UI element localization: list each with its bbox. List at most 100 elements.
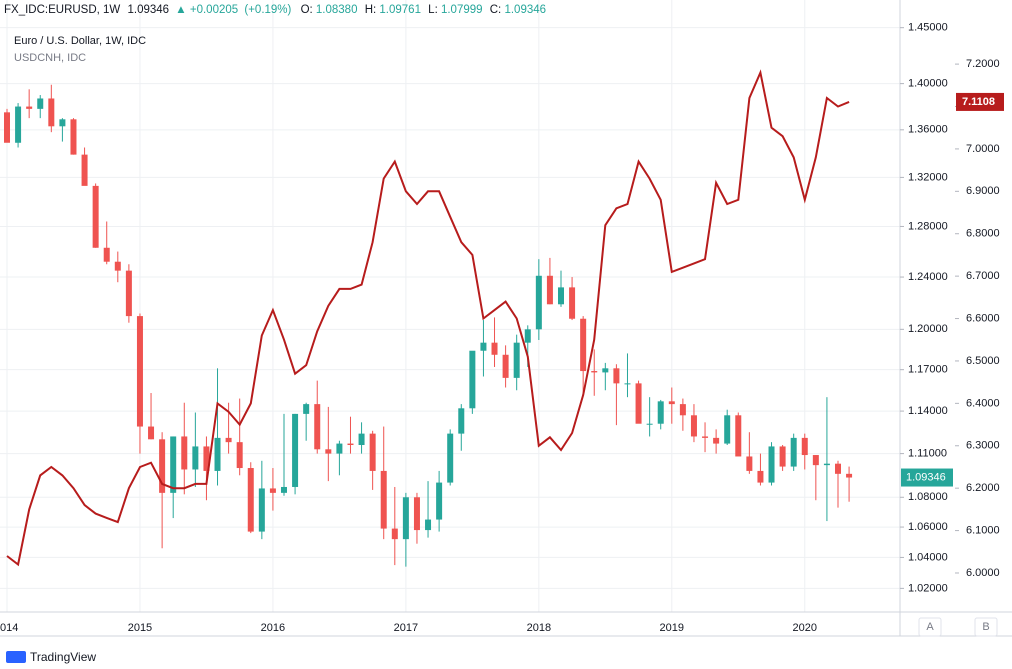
y2-tick-label: 6.3000 [966, 440, 1000, 452]
candle-body [835, 463, 841, 474]
candle-body [823, 463, 830, 466]
ohlc-value: 1.09346 [504, 4, 546, 16]
candle-body [325, 449, 332, 454]
y-tick-label: 1.17000 [908, 364, 948, 376]
y2-tick-label: 6.8000 [966, 228, 1000, 240]
candle-body [447, 433, 454, 483]
candle-body [391, 528, 398, 540]
candle-body [59, 119, 66, 127]
candle-body [48, 98, 55, 127]
ohlc-value: 1.09761 [379, 4, 421, 16]
candle-body [690, 415, 697, 437]
candle-body [258, 488, 265, 532]
y2-tick-label: 6.4000 [966, 397, 1000, 409]
candle-body [724, 415, 731, 444]
change-pct: (+0.19%) [244, 4, 291, 16]
candle-body [812, 455, 819, 466]
y2-tick-label: 6.6000 [966, 312, 1000, 324]
ohlc-label: C: [490, 4, 502, 16]
grid [0, 0, 900, 612]
candle-body [646, 423, 653, 425]
candle-body [236, 442, 243, 469]
x-tick-label: 2018 [527, 622, 551, 634]
axis-button[interactable] [974, 617, 998, 637]
candle-body [480, 342, 487, 351]
arrow: ▲ [175, 4, 186, 16]
axis-button-label[interactable]: B [982, 621, 989, 633]
legend-entry: Euro / U.S. Dollar, 1W, IDC [14, 35, 146, 47]
candle-body [192, 446, 199, 470]
ohlc-label: O: [301, 4, 313, 16]
y-tick-label: 1.32000 [908, 171, 948, 183]
candle-body [657, 401, 664, 424]
candle-body [269, 488, 276, 493]
change: +0.00205 [190, 4, 238, 16]
candle-body [746, 456, 753, 471]
candle-body [125, 270, 132, 317]
candle-body [535, 275, 542, 330]
y-tick-label: 1.04000 [908, 551, 948, 563]
candle-body [602, 368, 609, 373]
axis-button-label[interactable]: A [926, 621, 934, 633]
candle-body [801, 437, 808, 456]
candle-body [425, 519, 432, 531]
price-tag-label: 7.1108 [962, 96, 995, 108]
y-tick-label: 1.06000 [908, 521, 948, 533]
candle-body [635, 383, 642, 424]
candle-body [292, 413, 299, 487]
legend-entry: USDCNH, IDC [14, 52, 86, 64]
candle-body [281, 486, 287, 493]
x-tick-label: 2020 [793, 622, 817, 634]
candle-body [569, 287, 576, 319]
ohlc-label: L: [428, 4, 438, 16]
candle-body [70, 119, 77, 155]
candle-body [314, 404, 321, 450]
candle-body [225, 437, 232, 443]
candle-body [114, 261, 121, 271]
candle-body [380, 470, 387, 529]
candle-body [148, 426, 155, 440]
candle-body [846, 473, 853, 478]
candle-body [580, 318, 587, 372]
brand-name[interactable]: TradingView [30, 650, 96, 664]
y-tick-label: 1.36000 [908, 124, 948, 136]
candle-body [524, 329, 531, 343]
candle-body [790, 437, 797, 467]
candle-body [735, 415, 742, 457]
y-tick-label: 1.24000 [908, 271, 948, 283]
candle-body [546, 275, 553, 305]
ohlc-value: 1.07999 [441, 4, 483, 16]
y2-tick-label: 6.5000 [966, 355, 1000, 367]
candle-body [347, 443, 354, 446]
candle-body [136, 316, 143, 427]
candle-body [458, 408, 465, 434]
candle-body [491, 342, 498, 355]
candle-body [170, 436, 177, 493]
candle-body [624, 383, 631, 385]
candle-body [303, 404, 310, 414]
candle-body [768, 446, 775, 483]
candle-body [369, 433, 376, 471]
axis-button[interactable] [918, 617, 942, 637]
price-tag [901, 468, 953, 487]
candle-body [92, 185, 99, 248]
candle-body [436, 482, 443, 520]
candle-body [247, 468, 254, 532]
axes: 1.02000 1.04000 1.06000 1.08000 1.11000 1.140… [0, 22, 1004, 637]
header: FX_IDC:EURUSD, 1W 1.09346 ▲ +0.00205 (+0… [4, 4, 546, 16]
y2-tick-label: 6.2000 [966, 482, 1000, 494]
candle-body [402, 497, 409, 540]
candle-body [779, 446, 786, 467]
candle-body [702, 436, 709, 438]
y2-tick-label: 7.0000 [966, 143, 1000, 155]
y-tick-label: 1.28000 [908, 220, 948, 232]
candle-body [159, 439, 166, 493]
candle-body [37, 98, 44, 109]
line-series [6, 69, 850, 567]
candle-body [613, 368, 620, 384]
candle-body [336, 443, 343, 454]
last-price: 1.09346 [128, 4, 170, 16]
brand[interactable]: TradingView [6, 650, 96, 664]
y-tick-label: 1.08000 [908, 491, 948, 503]
